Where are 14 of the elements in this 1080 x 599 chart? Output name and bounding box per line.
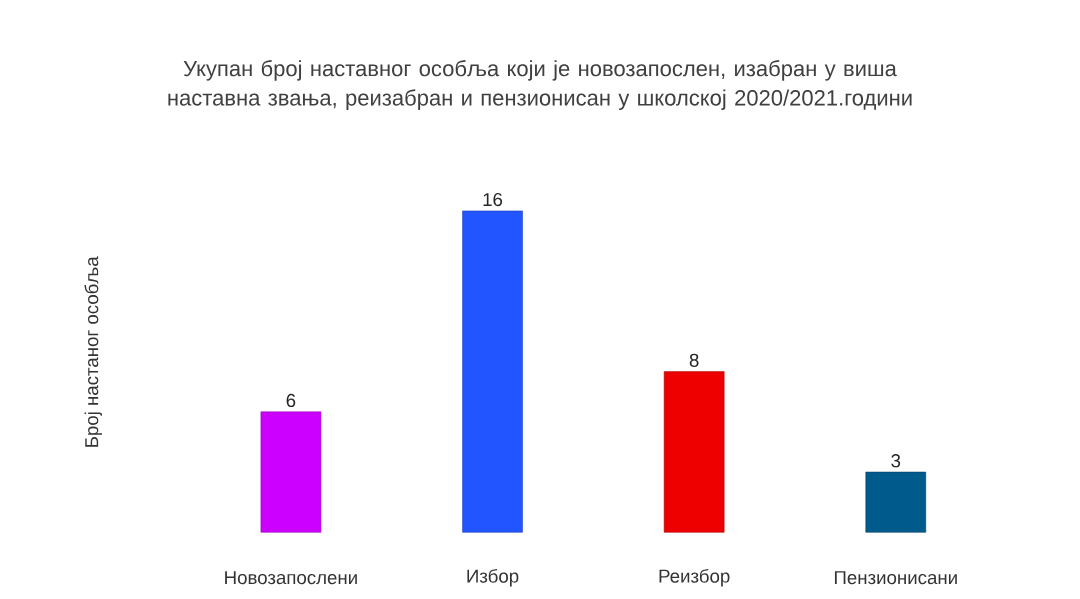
x-tick-label: Избор: [467, 568, 519, 587]
bar: [260, 411, 322, 533]
bar: [663, 371, 725, 533]
data-label: 6: [286, 393, 296, 408]
x-tick-label: Новозапослени: [225, 571, 357, 585]
x-tick-label: Реизбор: [659, 568, 730, 587]
bar: [865, 471, 927, 533]
chart-title: Укупан број наставног особља који је новозапослен, изабран у виша наставна звања, реизабран и пензионисан у школској 2020/2021.години: [168, 59, 912, 110]
x-tick-label: Пензионисани: [834, 571, 957, 585]
data-label: 8: [689, 353, 699, 367]
data-label: 3: [891, 454, 901, 468]
y-axis-title: Број настаног особља: [84, 256, 102, 447]
data-label: 16: [483, 192, 503, 207]
bar: [462, 210, 523, 533]
